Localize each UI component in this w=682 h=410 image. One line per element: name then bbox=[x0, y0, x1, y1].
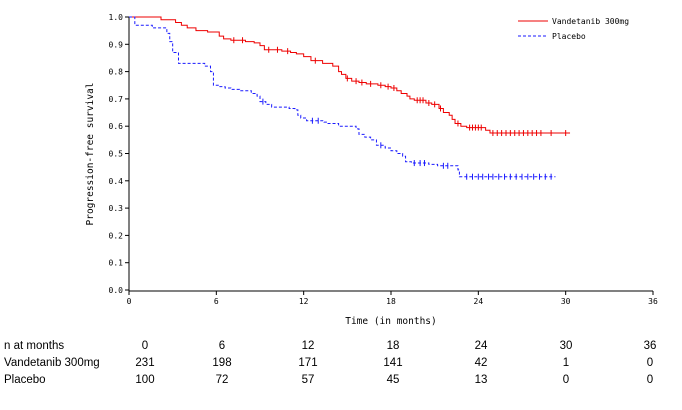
risk-month: 0 bbox=[142, 340, 148, 352]
risk-month: 24 bbox=[475, 340, 488, 352]
y-tick-label: 0.9 bbox=[109, 40, 124, 49]
y-tick-label: 1.0 bbox=[109, 13, 124, 22]
risk-value: 171 bbox=[298, 357, 317, 369]
risk-month: 30 bbox=[560, 340, 573, 352]
legend-label: Vandetanib 300mg bbox=[552, 17, 629, 26]
y-tick-label: 0.7 bbox=[109, 95, 124, 104]
risk-value: 13 bbox=[475, 374, 488, 386]
risk-value: 141 bbox=[383, 357, 402, 369]
risk-value: 45 bbox=[387, 374, 400, 386]
legend: Vandetanib 300mg Placebo bbox=[518, 17, 629, 41]
y-tick-label: 0.2 bbox=[109, 231, 124, 240]
risk-month: 36 bbox=[644, 340, 657, 352]
x-tick-label: 36 bbox=[648, 297, 658, 306]
x-tick-label: 30 bbox=[561, 297, 571, 306]
y-tick-label: 0.5 bbox=[109, 150, 124, 159]
risk-value: 1 bbox=[563, 357, 569, 369]
risk-value: 0 bbox=[647, 374, 653, 386]
x-tick-label: 0 bbox=[127, 297, 132, 306]
risk-month: 18 bbox=[387, 340, 400, 352]
series-vandetanib bbox=[129, 16, 571, 137]
series-layer bbox=[129, 16, 571, 180]
y-tick-label: 0.4 bbox=[109, 177, 124, 186]
risk-value: 198 bbox=[212, 357, 231, 369]
y-tick-label: 0.1 bbox=[109, 259, 124, 268]
y-tick-label: 0.6 bbox=[109, 122, 124, 131]
x-tick-label: 12 bbox=[299, 297, 309, 306]
series-line bbox=[129, 16, 571, 134]
risk-value: 42 bbox=[475, 357, 488, 369]
risk-value: 57 bbox=[302, 374, 315, 386]
risk-value: 0 bbox=[647, 357, 653, 369]
y-tick-label: 0.0 bbox=[109, 286, 124, 295]
risk-value: 0 bbox=[563, 374, 569, 386]
risk-month: 12 bbox=[302, 340, 315, 352]
y-tick-label: 0.3 bbox=[109, 204, 124, 213]
risk-table: n at months 0 6 12 18 24 30 36 Vandetanib 300mg 2… bbox=[4, 340, 656, 386]
x-tick-label: 24 bbox=[474, 297, 484, 306]
x-tick-label: 18 bbox=[386, 297, 396, 306]
risk-header-label: n at months bbox=[4, 340, 64, 352]
risk-value: 100 bbox=[135, 374, 154, 386]
x-tick-label: 6 bbox=[214, 297, 219, 306]
legend-label: Placebo bbox=[552, 32, 586, 41]
x-axis-title: Time (in months) bbox=[345, 316, 437, 327]
series-placebo bbox=[129, 16, 556, 180]
risk-row-label: Vandetanib 300mg bbox=[4, 357, 100, 369]
y-tick-label: 0.8 bbox=[109, 68, 124, 77]
risk-value: 72 bbox=[216, 374, 229, 386]
risk-row-label: Placebo bbox=[4, 374, 46, 386]
plot-axes: 0.0 0.1 0.2 0.3 0.4 0.5 0.6 0.7 0.8 0.9 1.0 0 6 12 18 2… bbox=[109, 13, 658, 306]
series-line bbox=[129, 16, 556, 178]
risk-month: 6 bbox=[219, 340, 225, 352]
risk-value: 231 bbox=[135, 357, 154, 369]
y-axis-title: Progression-free survival bbox=[85, 83, 96, 226]
